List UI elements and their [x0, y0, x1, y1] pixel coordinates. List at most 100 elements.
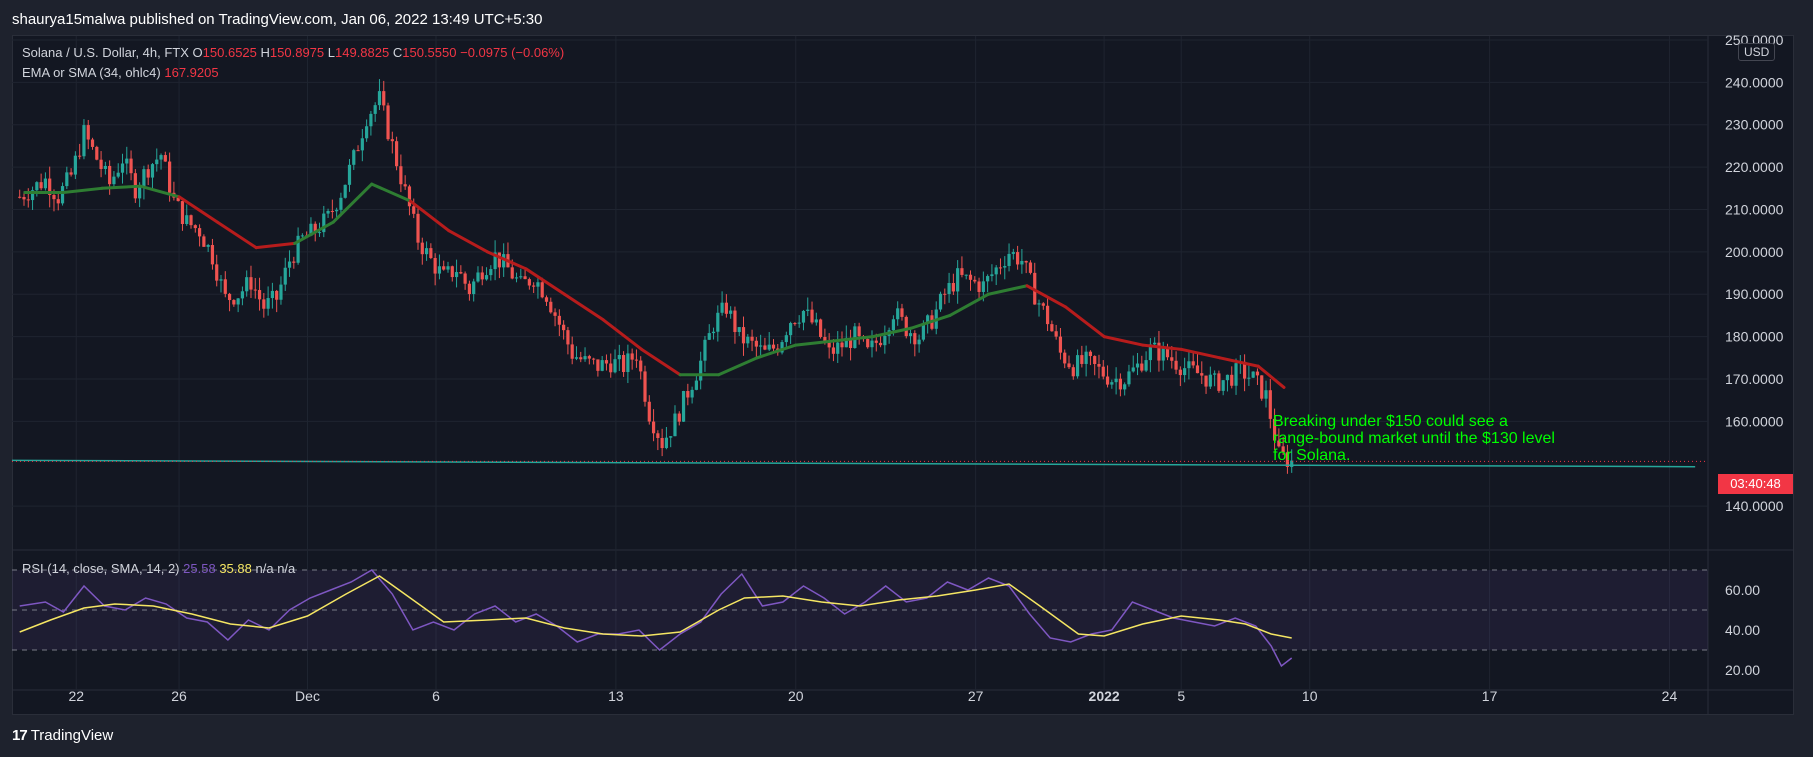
- candle-body: [994, 267, 998, 275]
- candle-body: [711, 331, 716, 334]
- candle-body: [1290, 460, 1294, 467]
- candle-body: [223, 279, 227, 294]
- candle-body: [313, 223, 317, 234]
- candle-body: [356, 150, 360, 152]
- candle-body: [330, 210, 334, 212]
- ema-line-segment: [601, 318, 644, 351]
- candle-body: [540, 282, 544, 298]
- candle-body: [579, 357, 583, 360]
- chart-annotation[interactable]: Breaking under $150 could see a range-bo…: [1273, 413, 1555, 464]
- candle-body: [489, 269, 493, 276]
- candle-body: [690, 389, 694, 398]
- candle-body: [493, 252, 497, 270]
- candle-body: [108, 165, 112, 185]
- candle-body: [1225, 374, 1230, 381]
- ema-label[interactable]: EMA or SMA (34, ohlc4): [22, 65, 161, 80]
- candle-body: [1041, 303, 1045, 306]
- candle-body: [253, 289, 257, 291]
- candle-body: [275, 290, 279, 300]
- candle-body: [810, 309, 814, 323]
- ema-line-segment: [1064, 305, 1106, 339]
- candle-body: [874, 340, 878, 343]
- candle-body: [73, 155, 77, 175]
- candle-body: [814, 319, 818, 323]
- candle-body: [1058, 336, 1063, 353]
- candle-body: [759, 345, 763, 347]
- candle-body: [472, 281, 476, 295]
- candle-body: [446, 266, 450, 270]
- candle-body: [168, 161, 172, 193]
- price-tick-label: 210.0000: [1725, 201, 1784, 217]
- ema-line-segment: [254, 241, 297, 250]
- candle-body: [1071, 367, 1075, 377]
- candle-body: [1178, 369, 1182, 376]
- tradingview-mark-icon: 17: [12, 727, 28, 744]
- candle-body: [150, 164, 155, 178]
- candle-body: [283, 267, 287, 285]
- candle-body: [433, 258, 437, 274]
- ema-line-segment: [1218, 356, 1260, 368]
- candle-body: [502, 254, 506, 268]
- candle-body: [878, 342, 883, 346]
- candle-body: [904, 316, 908, 337]
- candle-body: [476, 272, 480, 282]
- price-tick-label: 160.0000: [1725, 413, 1784, 429]
- candle-body: [827, 342, 831, 348]
- time-tick-label: 27: [968, 688, 984, 704]
- time-tick-label: 10: [1302, 688, 1318, 704]
- candle-body: [707, 333, 711, 340]
- candle-body: [840, 342, 844, 348]
- candle-body: [1020, 260, 1024, 265]
- price-tick-label: 200.0000: [1725, 244, 1784, 260]
- candle-body: [596, 359, 600, 371]
- candle-body: [523, 276, 527, 280]
- candle-body: [1050, 324, 1054, 332]
- candle-body: [514, 277, 519, 279]
- candle-body: [193, 225, 197, 229]
- tradingview-logo[interactable]: 17 TradingView: [12, 726, 113, 746]
- candle-body: [943, 293, 947, 295]
- price-tick-label: 170.0000: [1725, 371, 1784, 387]
- candle-body: [189, 215, 193, 226]
- time-tick-label: 2022: [1089, 688, 1120, 704]
- time-tick-label: 22: [68, 688, 84, 704]
- candle-body: [215, 264, 219, 281]
- chart-frame[interactable]: [12, 35, 1794, 715]
- ema-line-segment: [177, 195, 220, 224]
- candle-body: [1123, 384, 1127, 390]
- tradingview-brand: TradingView: [30, 727, 114, 744]
- candle-body: [763, 345, 767, 350]
- candle-body: [913, 333, 917, 345]
- candle-body: [262, 299, 266, 309]
- candle-body: [309, 223, 313, 236]
- candle-body: [292, 261, 296, 263]
- candle-body: [527, 279, 531, 286]
- candle-body: [660, 437, 664, 449]
- candle-body: [900, 308, 904, 317]
- symbol-label[interactable]: Solana / U.S. Dollar, 4h, FTX: [22, 45, 189, 60]
- candle-body: [52, 195, 56, 200]
- candle-body: [699, 360, 703, 381]
- close-label: C: [392, 45, 403, 60]
- candle-body: [1281, 446, 1285, 453]
- candle-body: [1260, 375, 1264, 399]
- candle-body: [326, 210, 330, 214]
- candle-body: [1080, 355, 1084, 364]
- rsi-label[interactable]: RSI (14, close, SMA, 14, 2): [22, 561, 180, 576]
- candle-body: [86, 125, 90, 140]
- ema-line-segment: [408, 199, 451, 233]
- candle-body: [1016, 252, 1020, 265]
- currency-badge[interactable]: USD: [1738, 43, 1776, 61]
- candle-body: [784, 335, 788, 343]
- candle-body: [1277, 440, 1281, 447]
- candle-body: [22, 196, 26, 200]
- candle-body: [343, 184, 347, 198]
- candle-body: [1135, 363, 1140, 368]
- ema-line-segment: [331, 182, 374, 224]
- candle-body: [352, 150, 356, 165]
- time-tick-label: 5: [1177, 688, 1185, 704]
- candle-body: [206, 244, 210, 247]
- candle-body: [82, 125, 86, 157]
- candle-body: [857, 326, 861, 337]
